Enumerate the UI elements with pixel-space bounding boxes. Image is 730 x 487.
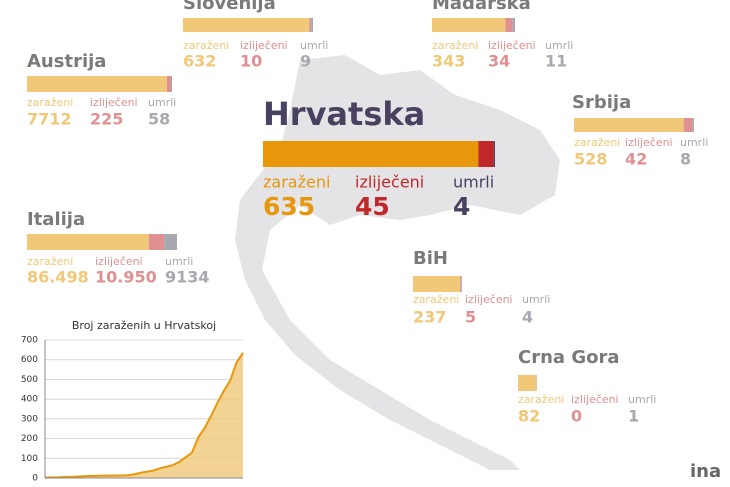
stat-value: 10.950 — [95, 268, 157, 287]
stat-value: 0 — [571, 407, 582, 426]
stat-label: izliječeni — [571, 393, 619, 406]
country-name: Austrija — [27, 51, 106, 72]
area — [45, 352, 243, 478]
country-name: Mađarska — [432, 0, 531, 14]
country-name: Italija — [27, 209, 85, 230]
stat-label: zaraženi — [518, 393, 564, 406]
stat-label: zaraženi — [27, 96, 73, 109]
y-tick-label: 400 — [21, 395, 38, 405]
bar-segment — [505, 18, 513, 32]
stat-label: umrli — [545, 39, 573, 52]
stat-value: 237 — [413, 308, 446, 327]
stat-value: 8 — [680, 150, 691, 169]
chart-title: Broj zaraženih u Hrvatskoj — [72, 319, 216, 332]
stat-value: 632 — [183, 52, 216, 71]
stat-label: umrli — [300, 39, 328, 52]
stat-value: 45 — [355, 192, 390, 221]
bar-segment — [518, 375, 537, 391]
y-tick-label: 0 — [32, 474, 38, 484]
bar-segment — [148, 234, 165, 250]
y-tick-label: 300 — [21, 414, 38, 424]
stat-label: zaraženi — [432, 39, 478, 52]
stat-label: izliječeni — [90, 96, 138, 109]
stat-label: zaraženi — [263, 173, 330, 192]
stat-label: umrli — [680, 136, 708, 149]
country-name: Srbija — [572, 92, 631, 113]
bar-segment — [164, 234, 177, 250]
stat-value: 58 — [148, 110, 170, 129]
bar-segment — [263, 141, 479, 167]
stat-label: izliječeni — [95, 255, 143, 268]
stat-value: 7712 — [27, 110, 72, 129]
stat-value: 5 — [465, 308, 476, 327]
stat-value: 225 — [90, 110, 123, 129]
bar-segment — [27, 234, 149, 250]
stat-label: izliječeni — [240, 39, 288, 52]
bar-segment — [27, 76, 167, 92]
stat-value: 42 — [625, 150, 647, 169]
stat-value: 343 — [432, 52, 465, 71]
y-tick-label: 500 — [21, 375, 38, 385]
y-tick-label: 600 — [21, 355, 38, 365]
bar-segment — [478, 141, 494, 167]
bar-segment — [170, 76, 172, 92]
stat-label: umrli — [165, 255, 193, 268]
line — [44, 352, 244, 479]
stat-label: zaraženi — [183, 39, 229, 52]
stat-value: 4 — [453, 192, 470, 221]
y-tick-label: 700 — [21, 336, 38, 346]
stat-label: zaraženi — [574, 136, 620, 149]
bar-segment — [166, 76, 171, 92]
stat-label: izliječeni — [465, 293, 513, 306]
country-name: Crna Gora — [518, 347, 619, 368]
bar-segment — [461, 276, 462, 292]
bar-segment — [309, 18, 312, 32]
stat-value: 11 — [545, 52, 567, 71]
y-tick-label: 100 — [21, 454, 38, 464]
bar-segment — [683, 118, 693, 132]
stat-label: izliječeni — [488, 39, 536, 52]
stat-label: izliječeni — [355, 173, 424, 192]
stat-label: zaraženi — [413, 293, 459, 306]
stat-value: 4 — [522, 308, 533, 327]
stat-label: umrli — [522, 293, 550, 306]
stat-value: 9134 — [165, 268, 210, 287]
stat-label: zaraženi — [27, 255, 73, 268]
bar-segment — [413, 276, 461, 292]
stat-value: 1 — [628, 407, 639, 426]
bar-segment — [183, 18, 310, 32]
country-name: Slovenija — [183, 0, 276, 14]
stat-value: 9 — [300, 52, 311, 71]
bar-segment — [512, 18, 515, 32]
stat-label: umrli — [628, 393, 656, 406]
stat-value: 86.498 — [27, 268, 89, 287]
bar-segment — [432, 18, 506, 32]
bar-segment — [574, 118, 684, 132]
stat-value: 528 — [574, 150, 607, 169]
bar-segment — [692, 118, 694, 132]
stat-value: 635 — [263, 192, 315, 221]
bar-segment — [460, 276, 462, 292]
country-name: Hrvatska — [263, 95, 425, 133]
stat-label: umrli — [148, 96, 176, 109]
logo: ina — [690, 461, 721, 482]
stat-label: izliječeni — [625, 136, 673, 149]
bar-segment — [311, 18, 313, 32]
stat-label: umrli — [453, 173, 494, 192]
bar-segment — [493, 141, 495, 167]
stat-value: 34 — [488, 52, 510, 71]
country-name: BiH — [413, 248, 448, 269]
y-tick-label: 200 — [21, 434, 38, 444]
stat-value: 82 — [518, 407, 540, 426]
stat-value: 10 — [240, 52, 262, 71]
